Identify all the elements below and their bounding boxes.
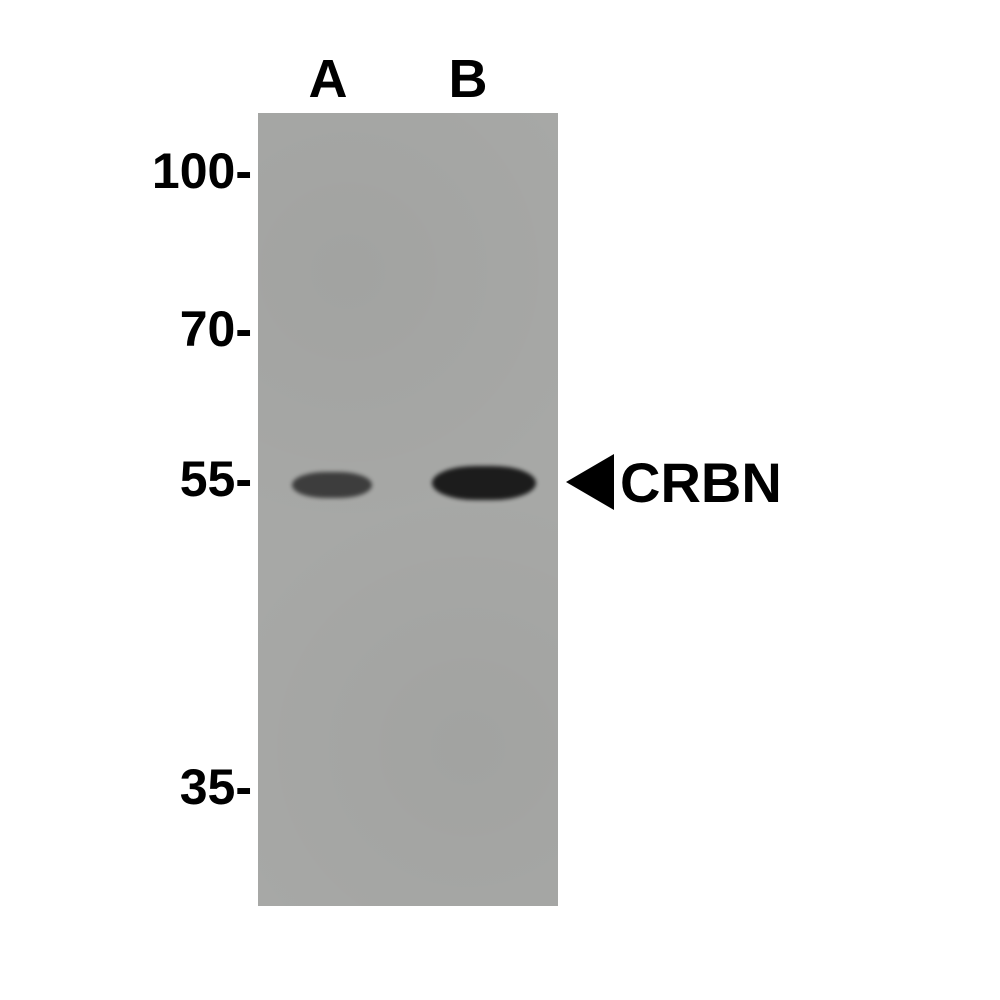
mw-label-70: 70- — [92, 300, 252, 358]
band-lane-b — [432, 466, 536, 500]
mw-label-55: 55- — [92, 450, 252, 508]
blot-membrane — [258, 113, 558, 906]
target-protein-label: CRBN — [620, 450, 782, 515]
lane-label-a: A — [298, 48, 358, 110]
target-arrow-icon — [566, 454, 614, 510]
mw-label-100: 100- — [92, 142, 252, 200]
mw-label-35: 35- — [92, 758, 252, 816]
western-blot-figure: A B 100- 70- 55- 35- CRBN — [0, 0, 1000, 1000]
lane-label-b: B — [438, 48, 498, 110]
band-lane-a — [292, 472, 372, 498]
